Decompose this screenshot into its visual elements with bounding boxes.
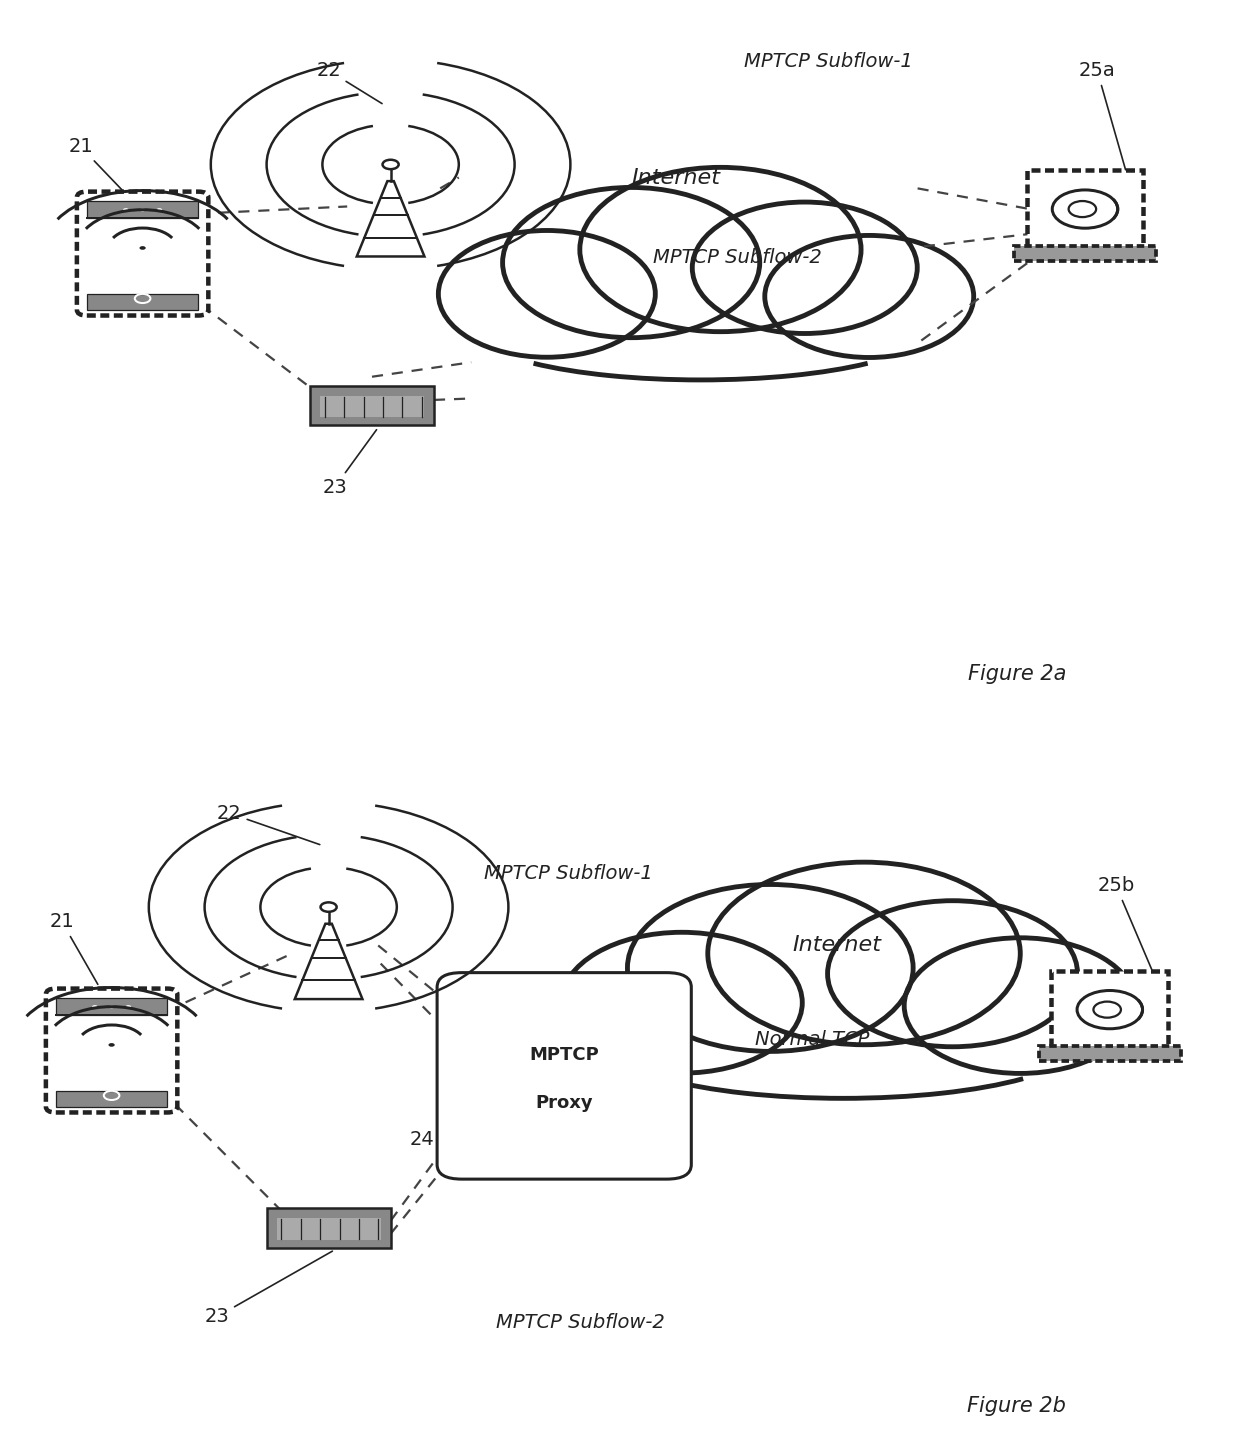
Text: MPTCP Subflow-2: MPTCP Subflow-2	[496, 1313, 665, 1332]
Text: 23: 23	[322, 430, 377, 497]
Text: Proxy: Proxy	[536, 1094, 593, 1111]
Text: 21: 21	[50, 913, 98, 984]
Circle shape	[904, 938, 1136, 1074]
Circle shape	[827, 901, 1078, 1046]
Circle shape	[125, 1006, 131, 1009]
Bar	[472, 283, 929, 375]
Bar	[604, 990, 1083, 1094]
Text: MPTCP Subflow-1: MPTCP Subflow-1	[484, 864, 652, 882]
Bar	[87, 294, 198, 310]
Text: 25a: 25a	[1079, 61, 1127, 177]
Text: Figure 2a: Figure 2a	[967, 664, 1066, 684]
Circle shape	[439, 230, 655, 358]
Polygon shape	[295, 924, 362, 1000]
Text: 23: 23	[205, 1250, 332, 1326]
FancyBboxPatch shape	[436, 972, 692, 1179]
Bar	[87, 201, 198, 217]
Circle shape	[123, 209, 129, 212]
Bar	[277, 1219, 381, 1240]
Circle shape	[692, 201, 918, 333]
Text: Internet: Internet	[631, 168, 720, 187]
Bar	[310, 385, 434, 426]
Circle shape	[708, 862, 1021, 1045]
Circle shape	[109, 1006, 114, 1009]
FancyBboxPatch shape	[77, 191, 208, 316]
Text: MPTCP Subflow-2: MPTCP Subflow-2	[653, 248, 822, 267]
Text: MPTCP Subflow-1: MPTCP Subflow-1	[744, 52, 913, 71]
Text: MPTCP: MPTCP	[529, 1046, 599, 1064]
Circle shape	[156, 209, 162, 212]
Circle shape	[320, 903, 337, 911]
Text: 22: 22	[217, 804, 320, 845]
Circle shape	[562, 932, 802, 1074]
Text: Figure 2b: Figure 2b	[967, 1395, 1066, 1416]
Circle shape	[92, 1006, 98, 1009]
Circle shape	[139, 246, 146, 249]
Polygon shape	[357, 181, 424, 256]
Text: 25b: 25b	[1097, 877, 1156, 980]
Circle shape	[765, 235, 973, 358]
Circle shape	[382, 159, 399, 170]
Bar	[267, 1208, 391, 1248]
Text: 22: 22	[316, 61, 382, 103]
Text: 24: 24	[409, 1130, 460, 1149]
FancyBboxPatch shape	[1027, 171, 1143, 248]
Circle shape	[108, 1043, 115, 1046]
Bar	[1039, 1046, 1180, 1061]
Text: Normal TCP: Normal TCP	[755, 1030, 869, 1049]
Circle shape	[580, 168, 861, 332]
Text: 21: 21	[68, 138, 122, 190]
Bar	[1014, 245, 1156, 261]
Circle shape	[140, 209, 145, 212]
Circle shape	[502, 187, 760, 338]
FancyBboxPatch shape	[1052, 971, 1168, 1048]
FancyBboxPatch shape	[46, 988, 177, 1113]
Circle shape	[627, 884, 913, 1052]
Bar	[320, 396, 424, 417]
Text: Internet: Internet	[792, 936, 882, 955]
Bar	[56, 998, 167, 1014]
Bar	[56, 1091, 167, 1107]
